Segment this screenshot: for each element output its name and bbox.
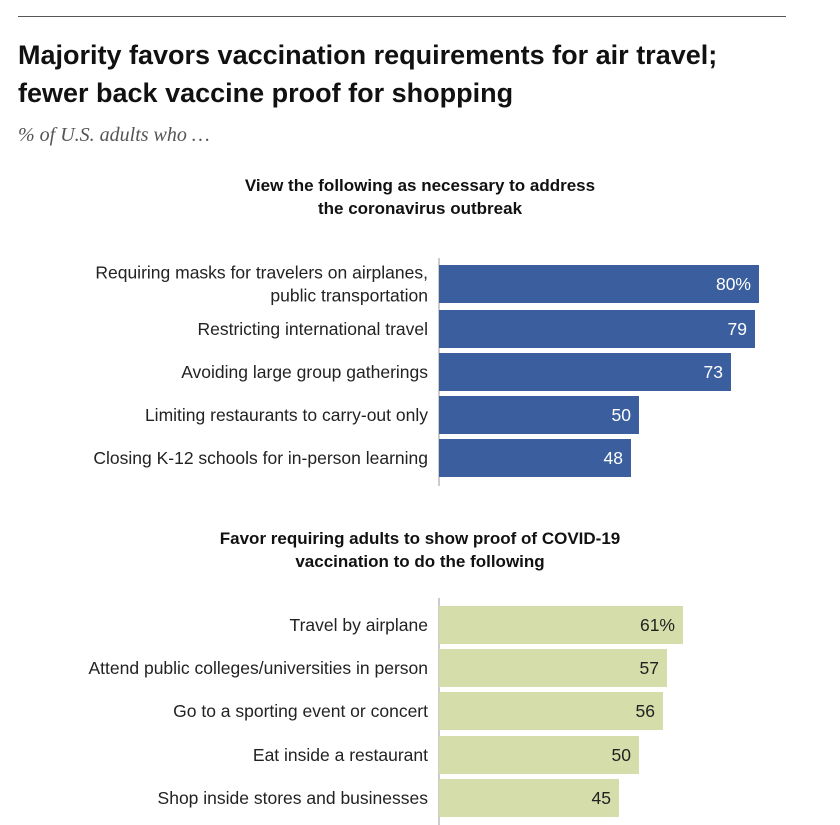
chart-2-value-label: 57 (640, 658, 659, 678)
chart-1-bar (439, 265, 759, 303)
chart-2-value-label: 61% (640, 615, 675, 635)
chart-1-value-label: 48 (604, 448, 623, 468)
section-2-heading-line-2: vaccination to do the following (295, 552, 545, 571)
chart-2-value-label: 56 (636, 701, 655, 721)
chart-1-category-label: Limiting restaurants to carry-out only (145, 405, 428, 425)
chart-2-category-label: Travel by airplane (290, 615, 428, 635)
section-1-heading-line-1: View the following as necessary to addre… (244, 176, 596, 195)
chart-2-category-label: Go to a sporting event or concert (173, 701, 428, 721)
section-2-heading-line-1: Favor requiring adults to show proof of … (219, 529, 621, 548)
chart-2-category-label: Shop inside stores and businesses (158, 788, 429, 808)
chart-2-category-label: Attend public colleges/universities in p… (89, 658, 429, 678)
chart-1-category-label: Avoiding large group gatherings (181, 362, 428, 382)
chart-2-bar (439, 606, 683, 644)
chart-subtitle: % of U.S. adults who … (18, 124, 210, 146)
chart-title-line-1: Majority favors vaccination requirements… (18, 40, 718, 70)
chart-2-bar (439, 779, 619, 817)
chart-1-bar (439, 353, 731, 391)
chart-1-value-label: 73 (704, 362, 723, 382)
chart-1-bar (439, 310, 755, 348)
chart-title-line-2: fewer back vaccine proof for shopping (18, 78, 514, 108)
chart-1-bar (439, 439, 631, 477)
chart-2-value-label: 45 (592, 788, 611, 808)
chart-1-category-label: public transportation (270, 286, 428, 306)
chart-1-category-label: Closing K-12 schools for in-person learn… (93, 448, 428, 468)
chart-1-value-label: 50 (612, 405, 632, 425)
chart-1-category-label: Restricting international travel (197, 319, 428, 339)
chart-2-bar (439, 736, 639, 774)
section-1-heading-line-2: the coronavirus outbreak (317, 199, 523, 218)
chart-title: Majority favors vaccination requirements… (18, 36, 818, 112)
chart-1-category-label: Requiring masks for travelers on airplan… (95, 263, 428, 283)
chart-2-bar (439, 692, 663, 730)
chart-1-value-label: 80% (716, 274, 751, 294)
chart-2-category-label: Eat inside a restaurant (253, 745, 428, 765)
chart-1-value-label: 79 (728, 319, 747, 339)
chart-1-bar (439, 396, 639, 434)
chart-2-bar (439, 649, 667, 687)
section-2-heading: Favor requiring adults to show proof of … (120, 527, 720, 573)
section-1-heading: View the following as necessary to addre… (120, 174, 720, 220)
top-rule (18, 16, 786, 17)
chart-2-value-label: 50 (612, 745, 632, 765)
